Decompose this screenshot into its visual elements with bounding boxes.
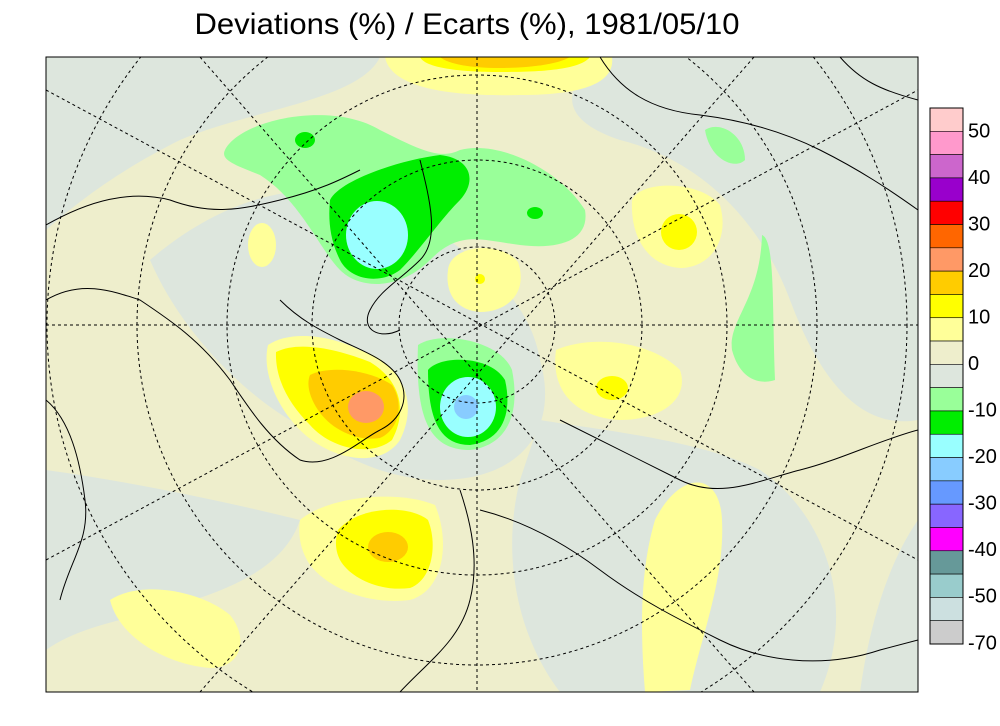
legend-swatch [929,433,964,458]
legend-swatch [929,154,964,179]
map-title: Deviations (%) / Ecarts (%), 1981/05/10 [195,8,740,41]
legend-swatch [929,364,964,388]
legend-swatch [929,224,964,249]
graticule [46,57,918,692]
legend-label: 40 [968,167,990,189]
map [46,57,918,692]
legend-swatch [929,247,964,272]
legend-swatch [929,503,964,528]
legend-label: 50 [968,120,990,142]
coastline [46,57,918,692]
legend-frame [929,107,964,645]
legend-swatch [929,480,964,505]
legend-swatch [929,387,964,412]
legend-swatch [929,340,964,365]
legend-swatch [929,294,964,319]
legend-swatch [929,107,964,132]
legend-swatch [929,620,964,645]
legend-swatch [929,457,964,482]
legend-label: 0 [968,353,979,375]
legend-swatch [929,410,964,435]
legend-label: -40 [968,539,997,561]
legend-label: -10 [968,400,997,422]
contour-cyan [346,201,408,269]
legend: 50 40 30 20 10 0 -10 -20 -30 -40 -50 -70 [929,107,997,654]
legend-swatch [929,550,964,575]
legend-label: 10 [968,306,990,328]
legend-swatch [929,573,964,598]
legend-swatch [929,177,964,202]
legend-swatch [929,597,964,621]
legend-swatch [929,131,964,155]
contour-light-blue [454,395,478,419]
legend-label: -20 [968,446,997,468]
legend-label: 30 [968,213,990,235]
legend-label: -70 [968,632,997,654]
contour-salmon [348,391,384,423]
legend-swatch [929,317,964,342]
legend-label: 20 [968,260,990,282]
legend-label: -30 [968,493,997,515]
legend-swatch [929,527,964,552]
legend-label: -50 [968,586,997,608]
map-frame [45,56,919,693]
legend-swatch [929,270,964,295]
legend-swatch [929,200,964,225]
